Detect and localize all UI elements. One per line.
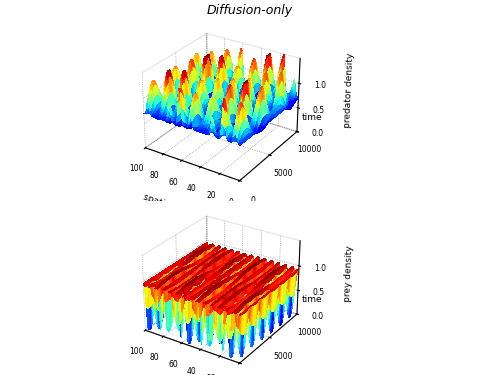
Text: time: time xyxy=(302,295,322,304)
Text: time: time xyxy=(302,112,322,122)
X-axis label: spatial grids: spatial grids xyxy=(142,193,197,220)
Text: Diffusion-only: Diffusion-only xyxy=(207,4,293,17)
